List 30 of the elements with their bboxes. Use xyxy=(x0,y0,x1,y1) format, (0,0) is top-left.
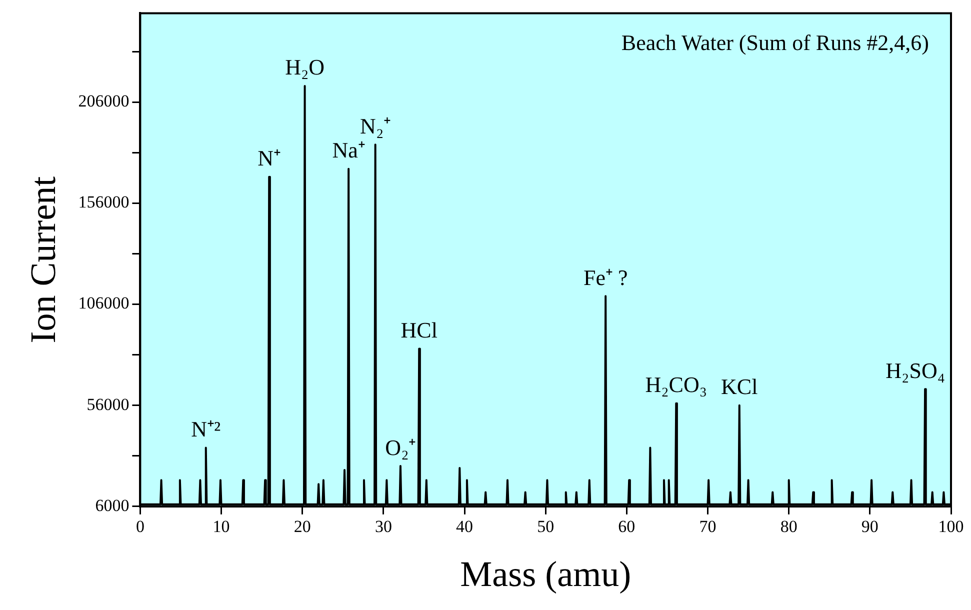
x-tick-label: 50 xyxy=(537,517,554,536)
annotation: Fe⁺ ? xyxy=(583,264,628,290)
annotation: H₂CO₃ xyxy=(645,372,708,398)
x-tick-label: 70 xyxy=(699,517,716,536)
annotation: H₂O xyxy=(285,54,325,80)
annotation: N⁺ xyxy=(258,146,281,171)
annotation: KCl xyxy=(721,374,758,400)
y-tick-label: 206000 xyxy=(78,92,130,111)
x-tick-label: 0 xyxy=(136,517,144,536)
y-tick-label: 6000 xyxy=(95,496,130,515)
annotation: H₂SO₄ xyxy=(886,358,946,383)
x-axis-title: Mass (amu) xyxy=(460,554,632,594)
x-tick-label: 90 xyxy=(861,517,878,536)
x-tick-label: 10 xyxy=(212,517,230,536)
y-tick-label: 156000 xyxy=(78,192,130,212)
y-tick-label: 106000 xyxy=(78,294,130,313)
annotation: Na⁺ xyxy=(332,138,365,163)
annotation: O₂⁺ xyxy=(385,434,416,460)
annotation: N₂⁺ xyxy=(360,113,391,138)
x-tick-label: 40 xyxy=(456,517,474,536)
x-tick-label: 100 xyxy=(938,517,964,536)
x-tick-label: 80 xyxy=(780,517,798,536)
x-tick-label: 60 xyxy=(618,517,636,536)
x-tick-label: 20 xyxy=(294,517,311,536)
x-tick-label: 30 xyxy=(374,517,392,536)
annotation: N⁺² xyxy=(191,416,222,442)
y-axis-title: Ion Current xyxy=(23,176,64,344)
annotation: Beach Water (Sum of Runs #2,4,6) xyxy=(621,30,929,55)
y-tick-label: 56000 xyxy=(86,394,130,414)
annotation: HCl xyxy=(400,318,438,343)
